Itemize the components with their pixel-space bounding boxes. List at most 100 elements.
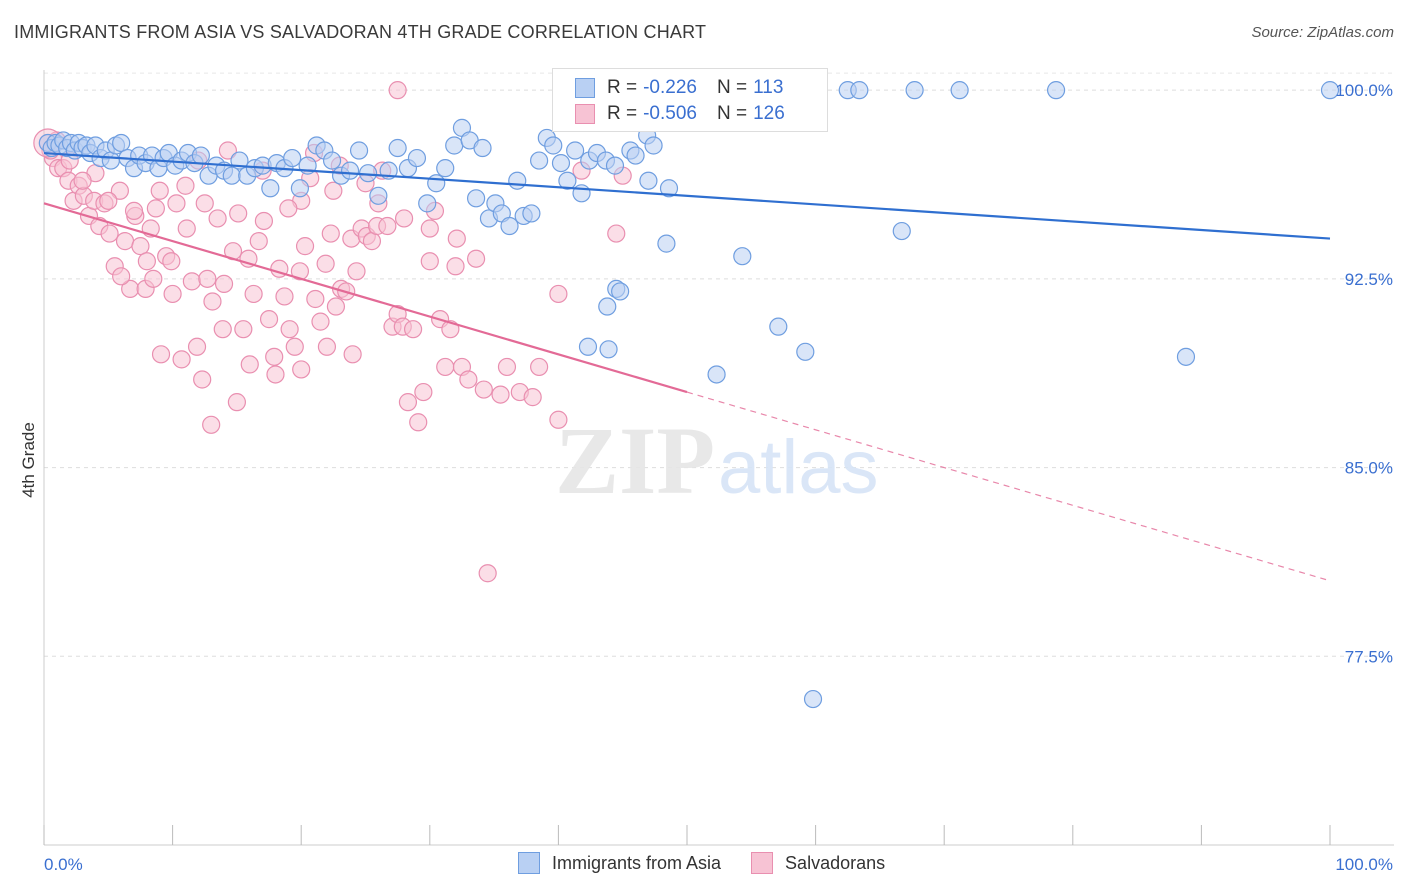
asia-point <box>1176 347 1196 366</box>
y-tick-label: 77.5% <box>1345 647 1393 666</box>
asia-point <box>407 148 427 168</box>
salvadorans-point <box>292 360 311 379</box>
asia-point <box>508 171 527 190</box>
salvadorans-point <box>347 262 366 281</box>
salvadorans-point <box>311 312 330 331</box>
salvadorans-point <box>234 320 253 339</box>
salvadorans-point <box>229 204 248 223</box>
salvadorans-point <box>115 232 135 251</box>
legend-n-label: N = <box>716 77 748 98</box>
salvadorans-point <box>176 176 195 195</box>
asia-point <box>261 179 280 198</box>
salvadorans-point <box>403 320 423 339</box>
asia-point <box>369 186 388 205</box>
salvadorans-point <box>316 254 335 273</box>
asia-point <box>466 189 486 208</box>
asia-point <box>290 179 310 198</box>
salvadorans-point <box>549 284 568 304</box>
salvadorans-point <box>213 320 232 339</box>
salvadorans-point <box>110 181 129 200</box>
asia-point <box>544 136 563 155</box>
salvadorans-point <box>249 232 268 251</box>
asia-point <box>283 148 302 168</box>
salvadorans-point <box>254 211 274 231</box>
legend-row-asia: R = -0.226 N = 113 <box>575 76 783 100</box>
asia-point <box>112 133 131 153</box>
legend-label-salvadorans: Salvadorans <box>785 852 886 873</box>
watermark-atlas: atlas <box>718 425 879 510</box>
salvadorans-point <box>324 181 343 200</box>
asia-point <box>644 136 663 155</box>
salvadorans-point <box>378 216 397 236</box>
asia-point <box>578 337 598 356</box>
salvadorans-point <box>420 252 439 271</box>
watermark: ZIP atlas <box>555 407 879 514</box>
salvadorans-point <box>144 269 163 288</box>
salvadorans-point <box>398 393 418 412</box>
salvadorans-point <box>474 380 493 399</box>
tick-labels: 77.5% 85.0% 92.5% 100.0% 0.0% 100.0% 4th Grade <box>19 81 1393 874</box>
axes <box>43 70 1394 846</box>
asia-point <box>803 689 823 709</box>
asia-point <box>500 216 519 236</box>
asia-point <box>707 365 726 384</box>
salvadorans-point <box>214 274 234 293</box>
salvadorans-point <box>306 289 325 309</box>
asia-point <box>551 154 571 173</box>
y-tick-label: 92.5% <box>1345 270 1393 289</box>
asia-point <box>950 81 969 100</box>
asia-point <box>659 179 679 198</box>
salvadorans-point <box>208 209 227 228</box>
asia-point <box>599 340 618 359</box>
salvadorans-point <box>317 337 337 356</box>
salvadorans-point <box>100 224 119 243</box>
salvadorans-point <box>259 310 279 329</box>
salvadorans-point <box>409 413 428 432</box>
salvadorans-point <box>177 219 196 238</box>
asia-point <box>905 81 924 100</box>
asia-point <box>1046 81 1066 100</box>
asia-point <box>222 166 241 185</box>
salvadorans-point <box>218 141 237 160</box>
asia-point <box>340 161 360 180</box>
salvadorans-point <box>295 237 315 256</box>
salvadorans-point <box>321 224 340 243</box>
salvadorans-point <box>167 194 186 213</box>
asia-point <box>626 146 645 165</box>
salvadorans-point <box>163 284 182 304</box>
salvadorans-point <box>265 347 284 366</box>
asia-point <box>436 159 455 178</box>
asia-point <box>322 151 342 170</box>
legend-r-value: -0.506 <box>643 103 697 124</box>
legend-r-label: R = <box>607 77 638 98</box>
asia-point <box>1320 81 1340 100</box>
salvadorans-point <box>182 272 201 291</box>
asia-point <box>418 194 437 213</box>
salvadorans-point <box>290 262 310 281</box>
legend-n-value: 113 <box>753 77 784 98</box>
salvadorans-point <box>523 388 542 407</box>
salvadorans-point <box>131 237 150 256</box>
asia-point <box>657 234 676 253</box>
salvadorans-point <box>459 370 478 389</box>
asia-point <box>522 204 541 223</box>
asia-point <box>558 171 577 190</box>
salvadorans-point <box>285 337 304 356</box>
asia-point <box>566 141 585 160</box>
asia-point <box>349 141 369 160</box>
salvadorans-point <box>362 232 382 251</box>
asia-point <box>796 342 815 361</box>
source-label: Source: ZipAtlas.com <box>1251 24 1394 41</box>
salvadorans-point <box>203 292 222 311</box>
salvadorans-point <box>607 224 626 243</box>
salvadorans-point <box>388 81 407 100</box>
salvadorans-point <box>491 385 510 404</box>
salvadorans-point <box>202 415 221 434</box>
asia-point <box>101 151 120 170</box>
asia-point <box>388 138 407 158</box>
series-legend: Immigrants from Asia Salvadorans <box>518 852 915 874</box>
salvadorans-point <box>466 249 486 268</box>
asia-trend-line <box>43 151 1331 240</box>
salvadorans-point <box>420 219 439 238</box>
salvadorans-point <box>151 345 171 364</box>
